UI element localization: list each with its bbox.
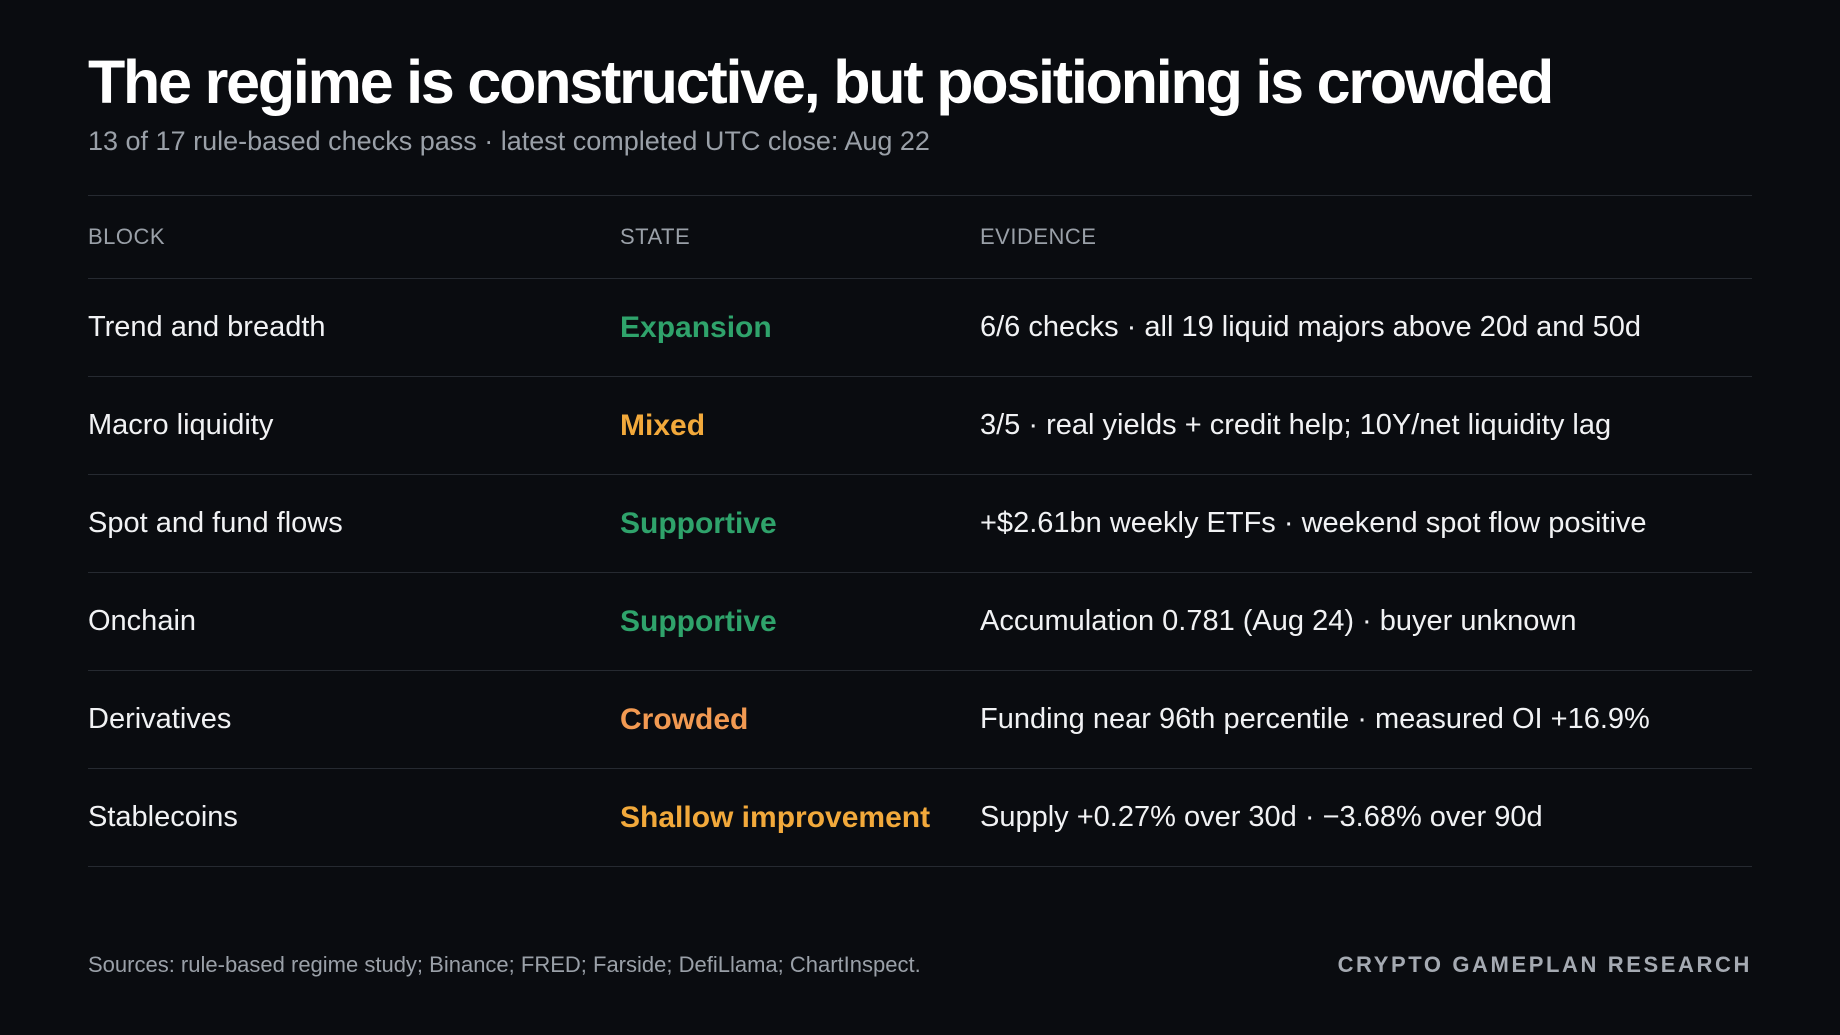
block-cell: Spot and fund flows — [88, 507, 343, 539]
block-cell: Stablecoins — [88, 801, 238, 833]
table-row: Onchain Supportive Accumulation 0.781 (Aug… — [88, 573, 1752, 671]
brand-label: CRYPTO GAMEPLAN RESEARCH — [1337, 952, 1752, 977]
column-header-state: STATE — [620, 224, 691, 249]
table-header-row: BLOCK STATE EVIDENCE — [88, 196, 1752, 279]
evidence-cell: Supply +0.27% over 30d · −3.68% over 90d — [980, 801, 1543, 833]
evidence-cell: 3/5 · real yields + credit help; 10Y/net… — [980, 409, 1612, 441]
regime-table: BLOCK STATE EVIDENCE Trend and breadth Ex… — [88, 195, 1752, 867]
state-cell: Supportive — [620, 604, 777, 638]
table-row: Spot and fund flows Supportive +$2.61bn we… — [88, 475, 1752, 573]
evidence-cell: +$2.61bn weekly ETFs · weekend spot flow… — [980, 507, 1647, 539]
table-body: Trend and breadth Expansion 6/6 checks · a… — [88, 279, 1752, 867]
table-row: Macro liquidity Mixed 3/5 · real yields + … — [88, 377, 1752, 475]
page-subtitle: 13 of 17 rule-based checks pass · latest… — [88, 126, 930, 156]
state-cell: Crowded — [620, 702, 749, 736]
state-cell: Shallow improvement — [620, 800, 931, 834]
table-row: Derivatives Crowded Funding near 96th perc… — [88, 671, 1752, 769]
table-row: Stablecoins Shallow improvement Supply +0.… — [88, 769, 1752, 867]
evidence-cell: Accumulation 0.781 (Aug 24) · buyer unkn… — [980, 605, 1577, 637]
column-header-block: BLOCK — [88, 224, 166, 249]
page-title: The regime is constructive, but position… — [88, 48, 1554, 116]
table-row: Trend and breadth Expansion 6/6 checks · a… — [88, 279, 1752, 377]
block-cell: Onchain — [88, 605, 197, 637]
state-cell: Mixed — [620, 408, 706, 442]
block-cell: Trend and breadth — [88, 311, 326, 343]
state-cell: Supportive — [620, 506, 777, 540]
sources-note: Sources: rule-based regime study; Binanc… — [88, 952, 921, 977]
state-cell: Expansion — [620, 310, 772, 344]
evidence-cell: Funding near 96th percentile · measured … — [980, 703, 1650, 735]
block-cell: Derivatives — [88, 703, 232, 735]
block-cell: Macro liquidity — [88, 409, 274, 441]
evidence-cell: 6/6 checks · all 19 liquid majors above … — [980, 311, 1641, 343]
column-header-evidence: EVIDENCE — [980, 224, 1097, 249]
